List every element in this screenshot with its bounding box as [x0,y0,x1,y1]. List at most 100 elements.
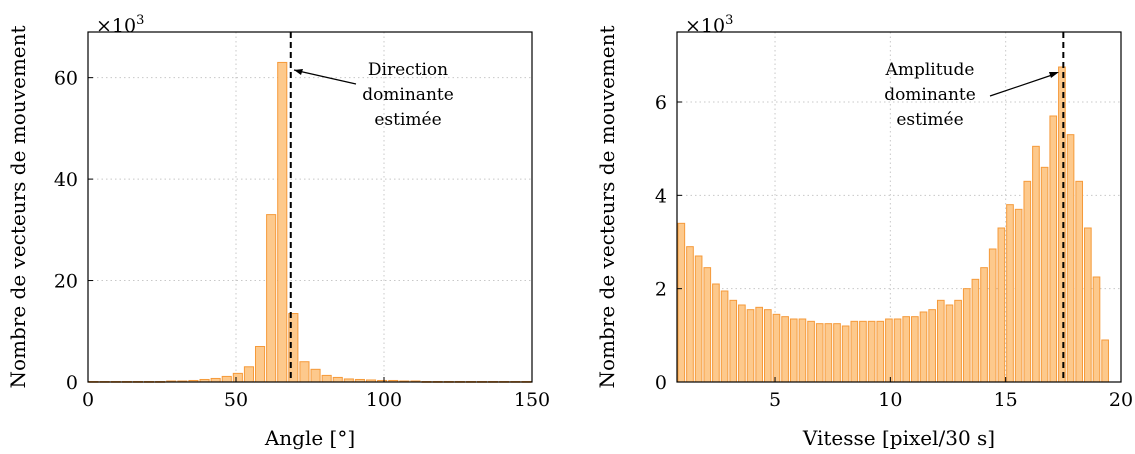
left-grid [87,32,533,382]
histogram-bar [763,309,772,383]
x-tick-label: 150 [514,389,550,411]
histogram-bar [694,255,703,383]
histogram-bar [833,323,841,383]
histogram-bar [1040,166,1049,383]
histogram-bar [962,288,971,383]
histogram-bar [755,306,763,383]
histogram-bar [310,368,321,383]
histogram-bar [299,361,310,383]
y-tick-label: 4 [655,185,667,207]
histogram-bar [1049,115,1058,383]
left-annotation-line-2: dominante [362,85,454,105]
histogram-bar [911,316,919,383]
histogram-bar [277,61,288,383]
right-plot-frame [676,31,1122,383]
histogram-bar [807,320,815,383]
histogram-bar [885,318,893,383]
left-x-axis-label: Angle [°] [264,426,355,450]
x-tick-label: 0 [82,389,94,411]
right-annotation-line-3: estimée [896,110,963,130]
y-tick-label: 6 [655,92,667,114]
histogram-bar [902,316,911,383]
histogram-bar [954,299,962,383]
right-x-axis-label: Vitesse [pixel/30 s] [802,426,995,450]
histogram-bar [815,323,824,383]
histogram-bar [1092,276,1101,383]
histogram-bar [798,318,807,383]
left-annotation: Direction dominante estimée [293,60,454,130]
histogram-bar [1084,227,1092,383]
histogram-bar [859,320,867,383]
histogram-bar [980,267,988,383]
histogram-bar [789,318,798,383]
histogram-bar [988,248,997,383]
histogram-bar [712,283,720,383]
histogram-bar [738,304,746,383]
histogram-bar [936,299,945,383]
left-annotation-arrow [293,69,357,85]
histogram-bar [841,325,850,383]
histogram-bar [1075,180,1084,383]
histogram-bar [1101,339,1109,383]
x-tick-label: 50 [224,389,248,411]
right-annotation-line-2: dominante [884,85,976,105]
histogram-bar [781,316,789,383]
histogram-bar [255,345,266,383]
histogram-bar [746,309,755,383]
left-annotation-line-3: estimée [374,110,441,130]
left-bars [88,61,532,383]
histogram-bar [1032,145,1040,383]
left-arrowhead [294,69,303,75]
angle-histogram-panel: 0 50 100 150 0 20 40 60 ×103 Angle [°] Nombre d… [6,13,550,450]
histogram-bar [729,299,738,383]
y-tick-label: 2 [655,279,667,301]
histogram-bar [243,366,254,383]
right-bars [677,66,1109,383]
histogram-bar [1066,134,1075,383]
histogram-bar [720,290,729,383]
histogram-bar [824,323,833,383]
right-ticks: 5 10 15 20 0 2 4 6 [655,92,1133,411]
y-tick-label: 40 [54,169,78,191]
left-scale-label: ×103 [96,13,144,37]
speed-histogram-panel: 5 10 15 20 0 2 4 6 ×103 Vitesse [pixel/30 s] No… [595,13,1133,450]
histogram-bar [1023,180,1032,383]
histogram-bar [266,214,277,383]
left-plot-frame [87,31,533,383]
histogram-bar [232,372,243,383]
histogram-bar [997,227,1006,383]
histogram-bar [971,278,980,383]
x-tick-label: 5 [769,389,781,411]
histogram-bar [221,375,232,383]
y-tick-label: 0 [655,372,667,394]
right-annotation: Amplitude dominante estimée [884,60,1059,130]
histogram-bar [686,246,694,383]
x-tick-label: 20 [1109,389,1133,411]
left-y-axis-label: Nombre de vecteurs de mouvement [6,25,30,388]
right-arrowhead [1049,72,1059,78]
histogram-bar [919,311,928,383]
left-annotation-line-1: Direction [368,60,448,80]
histogram-bar [893,318,902,383]
histogram-bar [850,320,859,383]
y-tick-label: 0 [66,372,78,394]
histogram-bar [928,309,936,383]
histogram-bar [876,320,885,383]
histogram-bar [867,320,876,383]
right-annotation-arrow [989,73,1056,97]
histogram-bar [772,313,781,383]
right-scale-label: ×103 [685,13,733,37]
histogram-bar [321,374,332,383]
histogram-bar [945,304,954,383]
histogram-bar [332,376,343,383]
x-tick-label: 15 [994,389,1018,411]
y-tick-label: 20 [54,271,78,293]
histogram-bar [1006,204,1014,383]
histogram-bar [677,222,686,383]
y-tick-label: 60 [54,68,78,90]
histogram-bar [703,267,712,383]
left-ticks: 0 50 100 150 0 20 40 60 [54,68,550,411]
right-y-axis-label: Nombre de vecteurs de mouvement [595,25,619,388]
x-tick-label: 100 [366,389,402,411]
